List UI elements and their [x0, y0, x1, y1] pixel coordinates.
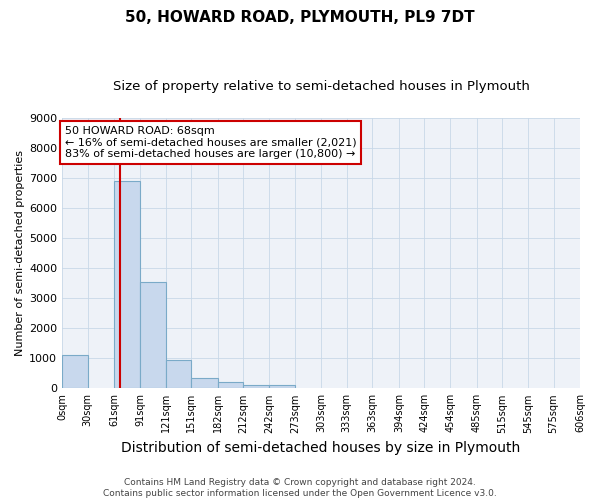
Bar: [269, 386, 295, 388]
Text: Contains HM Land Registry data © Crown copyright and database right 2024.
Contai: Contains HM Land Registry data © Crown c…: [103, 478, 497, 498]
Bar: [114, 181, 140, 388]
Bar: [166, 360, 191, 388]
Text: 50, HOWARD ROAD, PLYMOUTH, PL9 7DT: 50, HOWARD ROAD, PLYMOUTH, PL9 7DT: [125, 10, 475, 25]
Bar: [62, 355, 88, 388]
Bar: [191, 378, 218, 388]
Text: 50 HOWARD ROAD: 68sqm
← 16% of semi-detached houses are smaller (2,021)
83% of s: 50 HOWARD ROAD: 68sqm ← 16% of semi-deta…: [65, 126, 356, 159]
Y-axis label: Number of semi-detached properties: Number of semi-detached properties: [15, 150, 25, 356]
Title: Size of property relative to semi-detached houses in Plymouth: Size of property relative to semi-detach…: [113, 80, 530, 93]
Bar: [218, 382, 244, 388]
Bar: [140, 282, 166, 389]
X-axis label: Distribution of semi-detached houses by size in Plymouth: Distribution of semi-detached houses by …: [121, 441, 521, 455]
Bar: [244, 386, 269, 388]
